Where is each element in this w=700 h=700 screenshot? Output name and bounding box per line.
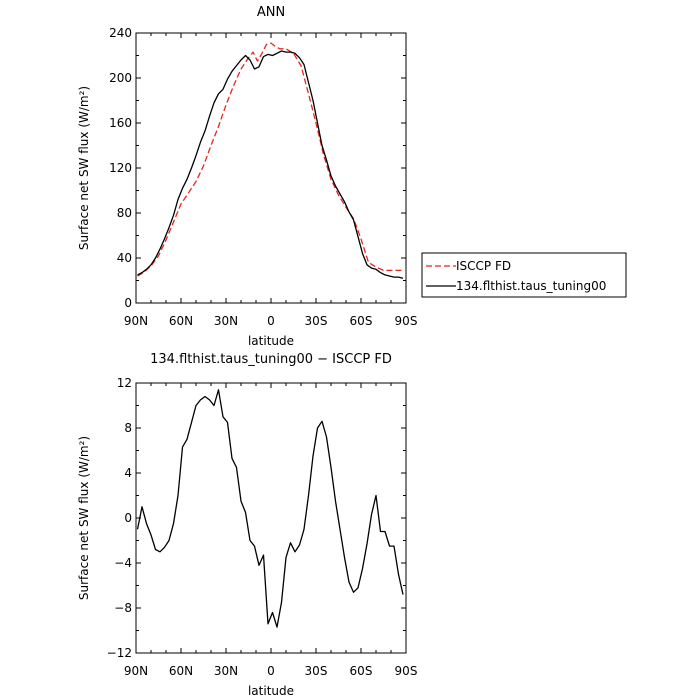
y-tick-label: 80	[117, 206, 132, 220]
x-axis-label: latitude	[248, 684, 294, 698]
y-axis-label: Surface net SW flux (W/m²)	[77, 436, 91, 600]
panel-top-annual-flux: ANN 0 40 80 120 160 200 240 90N 60N 30N 0 30S 60S 90S l…	[77, 5, 417, 348]
x-tick-label: 0	[267, 314, 275, 328]
x-tick-label: 60N	[169, 314, 193, 328]
x-tick-label: 90N	[124, 664, 148, 678]
legend: ISCCP FD 134.flthist.taus_tuning00	[421, 252, 627, 298]
y-tick-label: 0	[124, 296, 132, 310]
y-tick-label: 0	[124, 511, 132, 525]
x-tick-label: 60N	[169, 664, 193, 678]
series-line-difference	[136, 389, 404, 628]
x-tick-label: 30N	[214, 314, 238, 328]
y-tick-label: 120	[109, 161, 132, 175]
x-tick-label: 30S	[305, 664, 328, 678]
chart-title: ANN	[257, 5, 285, 20]
x-tick-label: 30S	[305, 314, 328, 328]
y-tick-label: −8	[114, 601, 132, 615]
x-tick-label: 0	[267, 664, 275, 678]
plot-frame	[135, 382, 407, 654]
x-tick-label: 30N	[214, 664, 238, 678]
legend-box	[421, 252, 627, 298]
y-tick-label: −4	[114, 556, 132, 570]
y-tick-label: −12	[107, 646, 132, 660]
chart-title: 134.flthist.taus_tuning00 − ISCCP FD	[150, 352, 392, 367]
panel-bottom-difference: 134.flthist.taus_tuning00 − ISCCP FD −12 −…	[77, 352, 417, 698]
x-tick-label: 60S	[350, 314, 373, 328]
x-tick-label: 90S	[395, 314, 418, 328]
y-tick-label: 240	[109, 26, 132, 40]
series-line-isccp-fd	[137, 42, 405, 277]
y-tick-label: 200	[109, 71, 132, 85]
x-tick-label: 60S	[350, 664, 373, 678]
y-axis-label: Surface net SW flux (W/m²)	[77, 86, 91, 250]
y-tick-label: 160	[109, 116, 132, 130]
y-tick-label: 4	[124, 466, 132, 480]
x-tick-label: 90N	[124, 314, 148, 328]
series-line-134-flthist-taus-tuning00	[137, 50, 404, 279]
legend-label: 134.flthist.taus_tuning00	[456, 279, 606, 293]
x-tick-label: 90S	[395, 664, 418, 678]
y-tick-label: 12	[117, 376, 132, 390]
y-tick-label: 40	[117, 251, 132, 265]
y-tick-label: 8	[124, 421, 132, 435]
legend-label: ISCCP FD	[456, 259, 511, 273]
x-axis-label: latitude	[248, 334, 294, 348]
